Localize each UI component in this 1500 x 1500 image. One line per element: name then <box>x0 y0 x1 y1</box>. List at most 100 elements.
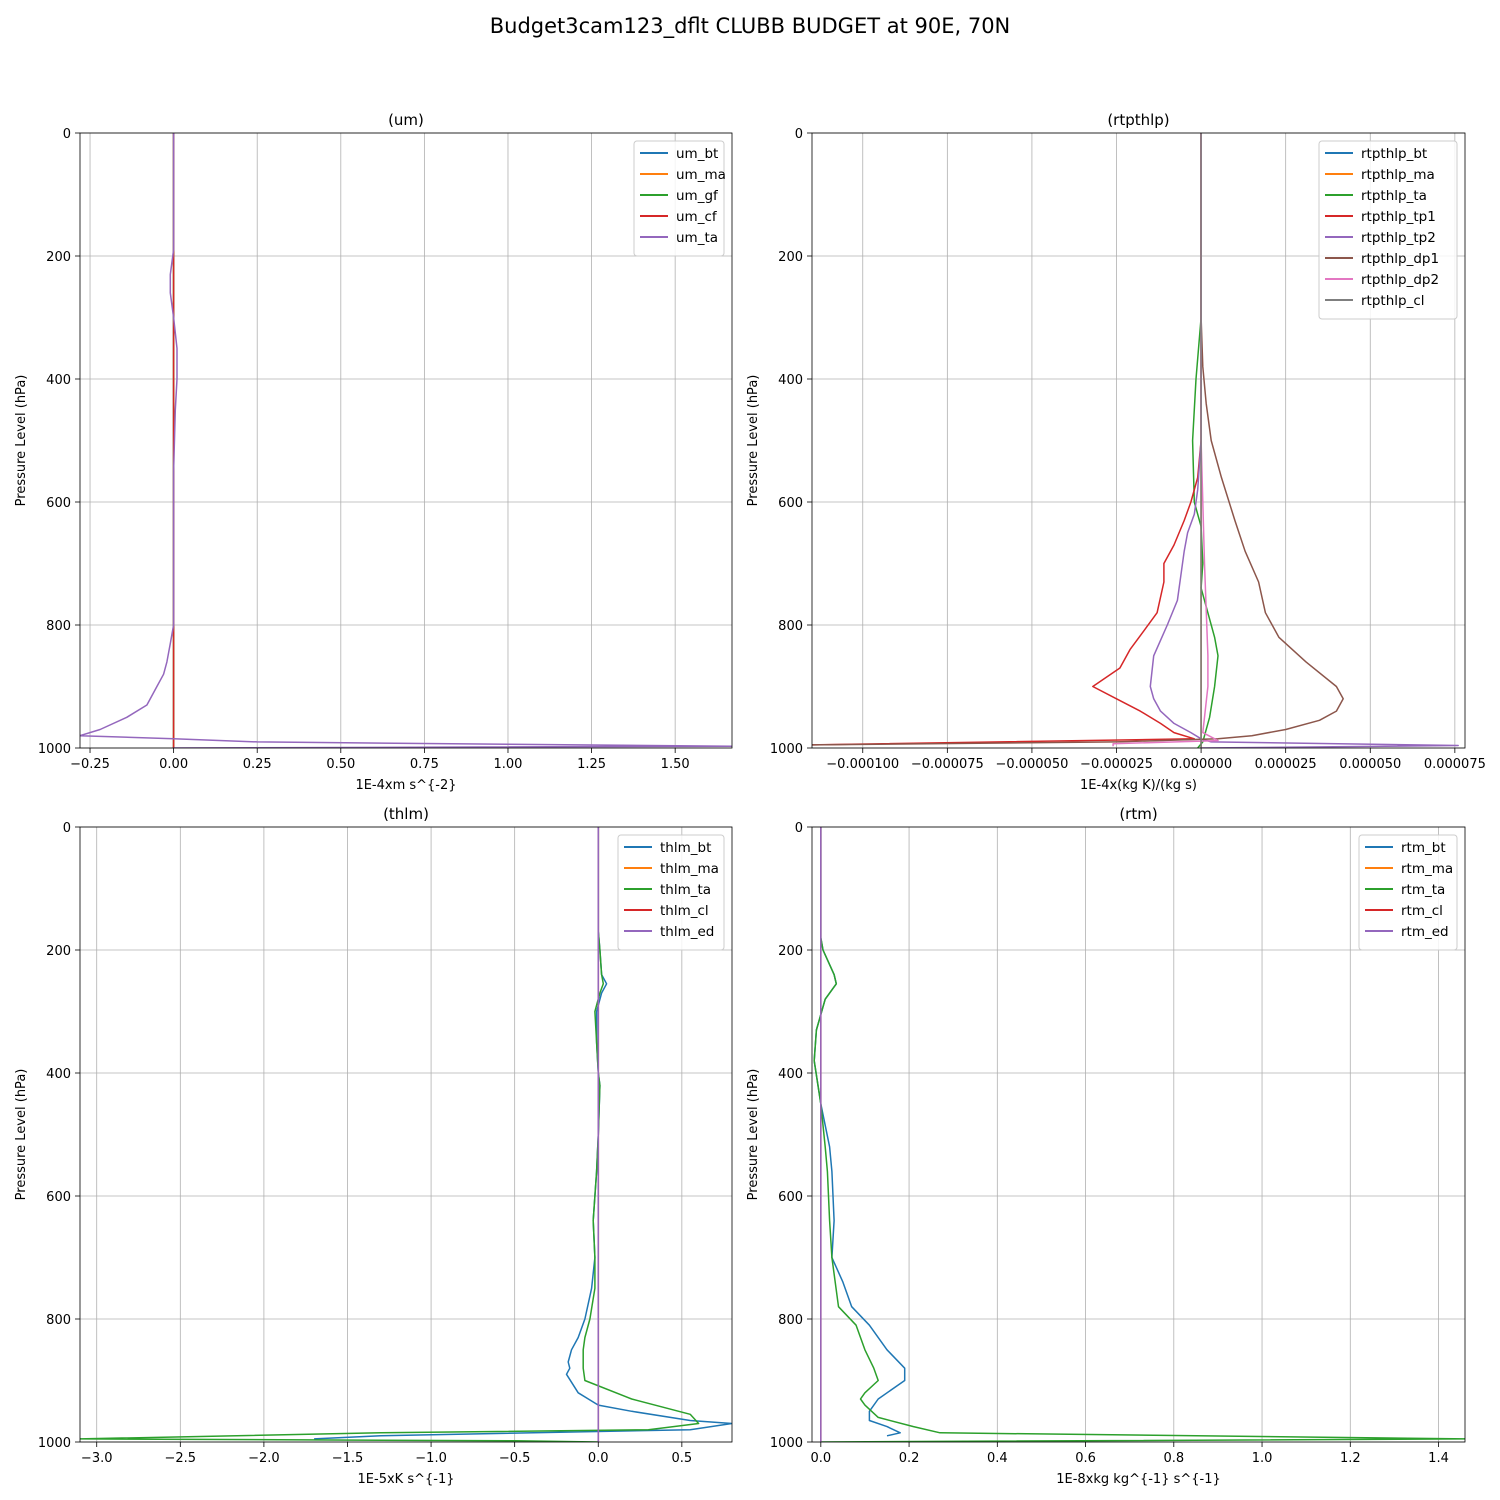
x-tick-label: 0.000025 <box>1255 757 1317 772</box>
legend-label: rtm_ma <box>1401 861 1453 877</box>
legend: rtm_bt rtm_ma rtm_ta rtm_cl rtm_ed <box>1358 834 1458 951</box>
legend-box <box>633 140 725 257</box>
x-tick-label: 1.0 <box>1252 1451 1273 1466</box>
x-tick-label: −0.000025 <box>1080 757 1153 772</box>
x-tick-label: −3.0 <box>81 1451 113 1466</box>
x-tick-label: 1.25 <box>577 757 606 772</box>
y-tick-label: 600 <box>778 1190 803 1205</box>
y-tick-label: 0 <box>795 127 803 142</box>
y-tick-label: 400 <box>46 1067 71 1082</box>
x-tick-label: −0.25 <box>70 757 110 772</box>
y-tick-label: 400 <box>46 373 71 388</box>
x-tick-label: −2.5 <box>165 1451 197 1466</box>
x-tick-label: 0.0 <box>588 1451 609 1466</box>
series-line-rtpthlp_ta <box>1191 133 1219 748</box>
y-tick-label: 200 <box>46 250 71 265</box>
x-axis-label: 1E-5xK s^{-1} <box>358 1472 455 1487</box>
legend-label: thlm_ta <box>660 882 711 898</box>
x-tick-label: 1.2 <box>1340 1451 1361 1466</box>
chart-panel-2: −3.0 −2.5 −2.0 −1.5 −1.0 −0.5 0.0 0.5 0 200 400 600… <box>14 805 733 1487</box>
y-tick-label: 1000 <box>38 742 71 757</box>
panel-title: (um) <box>388 111 424 129</box>
x-tick-label: 1.00 <box>494 757 523 772</box>
axes-frame <box>79 132 733 749</box>
y-tick-label: 1000 <box>770 1436 803 1451</box>
series-line-rtpthlp_dp2 <box>1112 133 1219 747</box>
legend-label: rtm_cl <box>1401 903 1443 919</box>
legend-label: rtpthlp_bt <box>1361 146 1427 162</box>
legend-label: rtm_bt <box>1401 840 1446 856</box>
axes-frame <box>811 132 1466 749</box>
x-tick-label: 0.2 <box>899 1451 920 1466</box>
y-tick-label: 0 <box>63 821 71 836</box>
series-line-rtpthlp_dp1 <box>812 133 1344 746</box>
axes-frame <box>79 826 733 1443</box>
x-tick-label: 0.000075 <box>1424 757 1486 772</box>
axes-frame <box>811 826 1466 1443</box>
y-tick-label: 600 <box>778 496 803 511</box>
figure-title: Budget3cam123_dflt CLUBB BUDGET at 90E, … <box>489 14 1011 38</box>
legend-label: rtm_ed <box>1401 924 1449 940</box>
x-tick-label: 0.4 <box>987 1451 1008 1466</box>
series-line-um_ta <box>80 133 732 748</box>
chart-panel-3: 0.0 0.2 0.4 0.6 0.8 1.0 1.2 1.4 0 200 400 600 800 100… <box>746 805 1466 1487</box>
x-tick-label: 0.000050 <box>1339 757 1401 772</box>
legend: um_bt um_ma um_gf um_cf um_ta <box>633 140 726 257</box>
series-line-thlm_bt <box>314 827 732 1440</box>
legend-label: rtpthlp_tp2 <box>1361 230 1436 246</box>
y-tick-label: 600 <box>46 496 71 511</box>
y-axis-label: Pressure Level (hPa) <box>14 1069 29 1201</box>
x-tick-label: 0.8 <box>1163 1451 1184 1466</box>
series-group <box>813 827 1465 1442</box>
y-axis-label: Pressure Level (hPa) <box>746 1069 761 1201</box>
legend: thlm_bt thlm_ma thlm_ta thlm_cl thlm_ed <box>617 834 725 951</box>
legend-label: um_ta <box>676 230 718 246</box>
x-tick-label: 1.4 <box>1428 1451 1449 1466</box>
y-tick-label: 200 <box>46 944 71 959</box>
y-axis-label: Pressure Level (hPa) <box>746 375 761 507</box>
x-tick-label: 1.50 <box>661 757 690 772</box>
chart-panel-0: −0.25 0.00 0.25 0.50 0.75 1.00 1.25 1.50 0 200 400… <box>14 111 733 793</box>
panel-title: (rtm) <box>1119 805 1157 823</box>
panel-title: (rtpthlp) <box>1107 111 1169 129</box>
series-line-rtpthlp_tp1 <box>812 133 1202 746</box>
legend-label: rtpthlp_cl <box>1361 293 1425 309</box>
legend-box <box>1358 834 1458 951</box>
legend-label: um_ma <box>676 167 726 183</box>
x-axis-label: 1E-4x(kg K)/(kg s) <box>1080 778 1197 793</box>
x-tick-label: −1.0 <box>415 1451 447 1466</box>
x-tick-label: −1.5 <box>332 1451 364 1466</box>
x-axis-label: 1E-4xm s^{-2} <box>355 778 456 793</box>
y-tick-label: 800 <box>778 1313 803 1328</box>
series-line-thlm_ta <box>80 827 700 1442</box>
x-tick-label: 0.5 <box>672 1451 693 1466</box>
x-tick-label: 0.50 <box>326 757 355 772</box>
chart-panel-1: −0.000100 −0.000075 −0.000050 −0.000025 0.00… <box>746 111 1486 793</box>
legend-label: rtpthlp_dp1 <box>1361 251 1439 267</box>
legend-label: thlm_ed <box>660 924 714 940</box>
legend-label: um_bt <box>676 146 718 162</box>
y-tick-label: 800 <box>46 619 71 634</box>
y-axis-label: Pressure Level (hPa) <box>14 375 29 507</box>
legend-label: rtpthlp_ma <box>1361 167 1435 183</box>
x-tick-label: −0.000050 <box>995 757 1068 772</box>
y-tick-label: 1000 <box>770 742 803 757</box>
y-tick-label: 0 <box>795 821 803 836</box>
y-tick-label: 800 <box>46 1313 71 1328</box>
x-tick-label: −0.000100 <box>826 757 899 772</box>
x-tick-label: −2.0 <box>248 1451 280 1466</box>
x-axis-label: 1E-8xkg kg^{-1} s^{-1} <box>1056 1472 1221 1487</box>
legend-label: rtpthlp_ta <box>1361 188 1427 204</box>
legend-label: um_gf <box>676 188 719 204</box>
series-group <box>812 133 1459 748</box>
y-tick-label: 200 <box>778 944 803 959</box>
series-group <box>80 827 732 1442</box>
x-tick-label: −0.5 <box>499 1451 531 1466</box>
panel-title: (thlm) <box>383 805 429 823</box>
x-tick-label: −0.000075 <box>911 757 984 772</box>
x-tick-label: 0.000000 <box>1170 757 1232 772</box>
series-line-rtm_bt <box>813 827 906 1437</box>
legend-label: rtm_ta <box>1401 882 1445 898</box>
y-tick-label: 400 <box>778 1067 803 1082</box>
